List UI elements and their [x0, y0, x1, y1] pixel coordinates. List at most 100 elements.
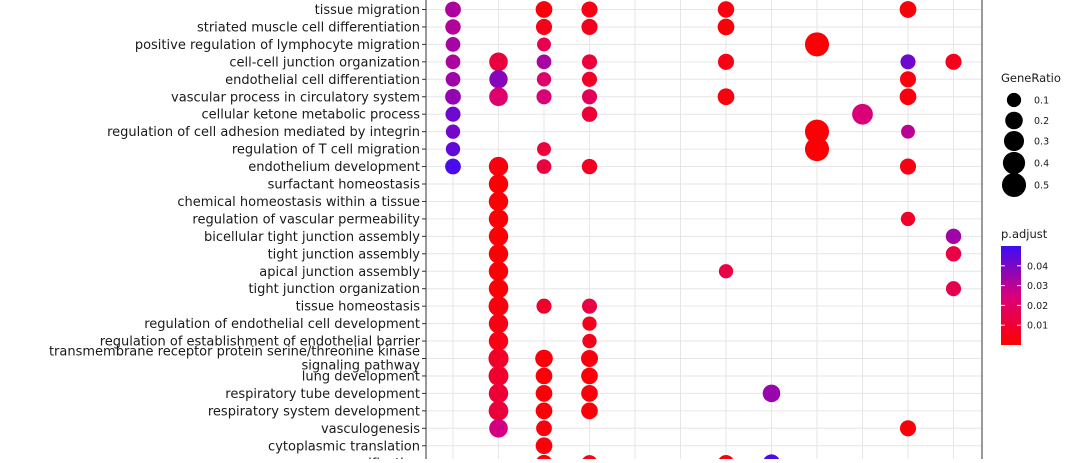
y-label-lung-development: lung development	[302, 369, 420, 384]
point-endothelial-cell-differentiation-col2	[489, 70, 508, 89]
point-cell-cell-junction-organization-col12	[945, 53, 962, 70]
y-label-transmembrane-receptor-protein-serine-threonine-kinase-signaling-pathway-line2: signaling pathway	[301, 359, 420, 374]
y-label-regulation-of-vascular-permeability: regulation of vascular permeability	[192, 212, 420, 227]
point-cellular-ketone-metabolic-process-col4	[581, 106, 598, 122]
point-respiratory-system-development-col4	[581, 402, 598, 420]
point-apical-junction-assembly-col2	[488, 261, 509, 281]
point-positive-regulation-of-lymphocyte-migration-col3	[537, 37, 551, 52]
y-label-tissue-homeostasis: tissue homeostasis	[296, 300, 421, 315]
point-regulation-of-establishment-of-endothelial-barrier-col4	[582, 333, 597, 349]
point-cytoplasmic-translation-col3	[535, 437, 553, 455]
generatio-legend-label-0.1: 0.1	[1034, 96, 1049, 107]
y-label-endothelium-development: endothelium development	[248, 160, 420, 175]
point-positive-regulation-of-lymphocyte-migration-col9	[804, 32, 830, 57]
point-vascular-process-in-circulatory-system-col3	[536, 89, 552, 105]
panel-border	[425, 0, 983, 463]
point-respiratory-tube-development-col3	[535, 385, 553, 402]
point-regulation-of-t-cell-migration-col1	[445, 141, 461, 157]
generatio-legend-title: GeneRatio	[1001, 71, 1061, 85]
point-cellular-ketone-metabolic-process-col10	[852, 103, 873, 125]
legends: GeneRatio p.adjust 0.1 0.2 0.3 0.4 0.5 0.04 0.…	[1001, 71, 1061, 345]
y-label-chemical-homeostasis-within-a-tissue: chemical homeostasis within a tissue	[177, 195, 420, 210]
point-cell-cell-junction-organization-col2	[489, 52, 508, 72]
point-vasculogenesis-col11	[899, 420, 917, 437]
point-tissue-migration-col3	[535, 1, 553, 18]
point-chemical-homeostasis-within-a-tissue-col2	[488, 191, 509, 212]
y-label-surfactant-homeostasis: surfactant homeostasis	[268, 178, 421, 193]
generatio-legend-dot-0.3	[1003, 130, 1025, 152]
y-label-respiratory-tube-development: respiratory tube development	[225, 387, 420, 402]
generatio-legend-dot-0.5	[1001, 172, 1027, 198]
point-tight-junction-organization-col12	[945, 281, 962, 297]
y-label-vascular-process-in-circulatory-system: vascular process in circulatory system	[171, 90, 420, 105]
point-regulation-of-t-cell-migration-col9	[804, 137, 830, 162]
y-label-cellular-ketone-metabolic-process: cellular ketone metabolic process	[201, 108, 420, 123]
point-striated-muscle-cell-differentiation-col3	[535, 18, 553, 35]
y-label-bicellular-tight-junction-assembly: bicellular tight junction assembly	[204, 230, 420, 245]
point-tissue-migration-col1	[445, 1, 461, 18]
y-label-respiratory-system-development: respiratory system development	[208, 404, 420, 419]
point-bicellular-tight-junction-assembly-col2	[488, 226, 509, 247]
y-label-regulation-of-cell-adhesion-mediated-by-integrin: regulation of cell adhesion mediated by …	[107, 125, 420, 140]
padjust-legend-label-0.04: 0.04	[1027, 261, 1048, 272]
point-striated-muscle-cell-differentiation-col7	[717, 18, 735, 36]
point-respiratory-tube-development-col4	[581, 385, 598, 402]
point-respiratory-tube-development-col2	[488, 383, 509, 404]
point-regulation-of-establishment-of-endothelial-barrier-col2	[488, 331, 509, 351]
point-apical-junction-assembly-col7	[718, 264, 734, 279]
point-regulation-of-vascular-permeability-col2	[488, 209, 509, 229]
y-label-apical-junction-assembly: apical junction assembly	[259, 265, 420, 280]
point-regulation-of-endothelial-cell-development-col4	[582, 316, 597, 331]
y-label-vasculogenesis: vasculogenesis	[321, 422, 420, 437]
generatio-legend-label-0.2: 0.2	[1034, 116, 1049, 127]
y-label-endothelial-cell-differentiation: endothelial cell differentiation	[225, 73, 420, 88]
point-endothelium-development-col4	[581, 158, 598, 175]
data-points	[445, 1, 962, 463]
point-vasculogenesis-col3	[536, 420, 552, 437]
generatio-legend-label-0.3: 0.3	[1034, 137, 1049, 148]
point-striated-muscle-cell-differentiation-col4	[581, 18, 598, 35]
generatio-legend-label-0.5: 0.5	[1034, 181, 1049, 192]
point-tight-junction-organization-col2	[488, 279, 509, 299]
point-tissue-migration-col11	[899, 1, 917, 18]
point-vascular-process-in-circulatory-system-col11	[899, 88, 917, 106]
point-respiratory-system-development-col3	[535, 402, 553, 420]
padjust-legend-label-0.01: 0.01	[1027, 321, 1048, 332]
point-tissue-homeostasis-col4	[581, 298, 598, 314]
point-transmembrane-receptor-protein-serine-threonine-kinase-signaling-pathway-col4	[581, 350, 598, 367]
generatio-legend-label-0.4: 0.4	[1034, 159, 1049, 170]
point-respiratory-tube-development-col8	[762, 384, 781, 403]
y-label-transmembrane-receptor-protein-serine-threonine-kinase-signaling-pathway-line1: transmembrane receptor protein serine/th…	[49, 345, 420, 360]
point-striated-muscle-cell-differentiation-col1	[445, 19, 461, 35]
point-endothelial-cell-differentiation-col3	[536, 72, 552, 87]
point-tight-junction-assembly-col2	[488, 244, 509, 264]
padjust-legend-label-0.02: 0.02	[1027, 301, 1048, 312]
point-positive-regulation-of-lymphocyte-migration-col1	[445, 37, 461, 52]
panel-background	[426, 0, 982, 463]
point-cell-cell-junction-organization-col1	[445, 54, 461, 70]
plot-panel	[425, 0, 983, 463]
point-transmembrane-receptor-protein-serine-threonine-kinase-signaling-pathway-col3	[535, 349, 553, 368]
y-label-tight-junction-assembly: tight junction assembly	[268, 247, 421, 262]
point-regulation-of-vascular-permeability-col11	[900, 211, 916, 227]
padjust-legend-title: p.adjust	[1001, 227, 1048, 241]
point-respiratory-system-development-col2	[488, 401, 509, 421]
point-cell-cell-junction-organization-col4	[581, 54, 598, 70]
point-lung-development-col4	[581, 367, 598, 385]
point-tissue-homeostasis-col3	[536, 298, 552, 314]
y-label-positive-regulation-of-lymphocyte-migration: positive regulation of lymphocyte migrat…	[135, 38, 420, 53]
y-label-cell-cell-junction-organization: cell-cell junction organization	[229, 55, 420, 70]
point-regulation-of-cell-adhesion-mediated-by-integrin-col9	[804, 119, 830, 144]
point-vascular-process-in-circulatory-system-col4	[581, 89, 598, 105]
point-vascular-process-in-circulatory-system-col7	[717, 88, 735, 106]
point-transmembrane-receptor-protein-serine-threonine-kinase-signaling-pathway-col2	[488, 348, 509, 369]
point-bicellular-tight-junction-assembly-col12	[945, 228, 962, 245]
point-vascular-process-in-circulatory-system-col2	[489, 87, 508, 107]
point-regulation-of-cell-adhesion-mediated-by-integrin-col11	[901, 124, 915, 139]
point-cell-cell-junction-organization-col3	[536, 54, 552, 70]
point-regulation-of-cell-adhesion-mediated-by-integrin-col1	[445, 124, 461, 139]
point-surfactant-homeostasis-col2	[488, 174, 509, 194]
y-label-regulation-of-establishment-of-endothelial-barrier: regulation of establishment of endotheli…	[100, 335, 421, 350]
point-endothelial-cell-differentiation-col1	[445, 71, 461, 87]
point-regulation-of-t-cell-migration-col3	[537, 142, 551, 157]
